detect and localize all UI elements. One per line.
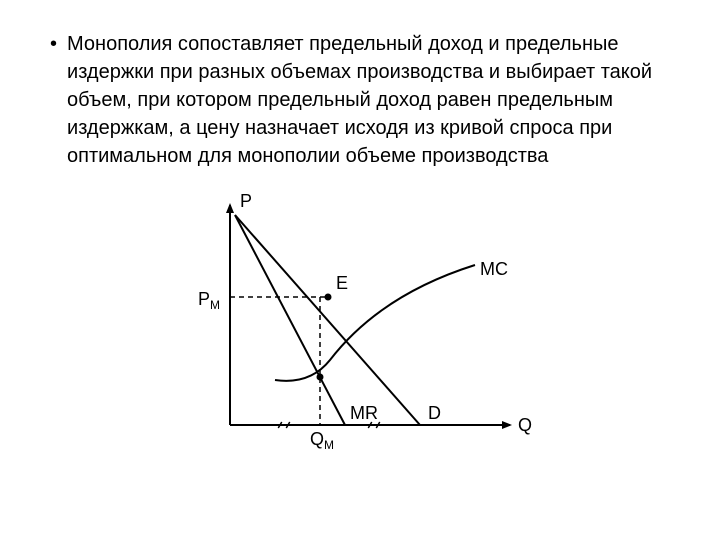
svg-text:PM: PM	[198, 289, 220, 312]
svg-text:P: P	[240, 191, 252, 211]
svg-text:QM: QM	[310, 429, 334, 452]
svg-text:Q: Q	[518, 415, 532, 435]
monopoly-chart: P Q PM QM E MC MR D	[180, 185, 540, 465]
svg-text:D: D	[428, 403, 441, 423]
bullet-marker: •	[50, 30, 57, 58]
bullet-paragraph: • Монополия сопоставляет предельный дохо…	[50, 30, 670, 170]
svg-text:MC: MC	[480, 259, 508, 279]
svg-text:MR: MR	[350, 403, 378, 423]
chart-container: P Q PM QM E MC MR D	[50, 185, 670, 465]
paragraph-text: Монополия сопоставляет предельный доход …	[67, 30, 670, 170]
svg-text:E: E	[336, 273, 348, 293]
